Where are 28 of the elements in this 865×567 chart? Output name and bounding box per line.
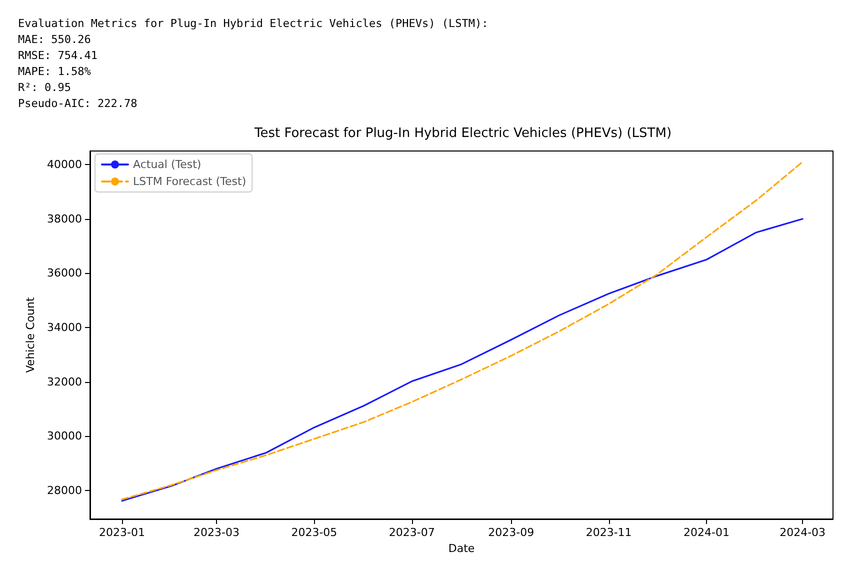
x-tick-label: 2023-09 xyxy=(488,526,534,539)
x-tick-label: 2024-01 xyxy=(684,526,730,539)
x-tick-label: 2023-07 xyxy=(388,526,435,539)
text: Evaluation Metrics for Plug-In Hybrid Electric Vehicles (PHEVs) (LSTM): xyxy=(18,17,488,30)
legend-label: Actual (Test) xyxy=(133,158,202,171)
line-series xyxy=(121,161,804,500)
chart-title: Test Forecast for Plug-In Hybrid Electric Vehicles (PHEVs) (LSTM) xyxy=(253,126,672,141)
text: R²: 0.95 xyxy=(18,81,71,94)
y-tick-label: 28000 xyxy=(47,484,82,497)
y-tick-label: 36000 xyxy=(47,266,82,280)
y-tick-label: 30000 xyxy=(47,430,82,443)
y-axis-title: Vehicle Count xyxy=(24,296,37,373)
x-tick-label: 2023-11 xyxy=(586,526,632,539)
text: MAPE: 1.58% xyxy=(18,65,92,78)
text: MAE: 550.26 xyxy=(18,33,91,46)
y-tick-label: 38000 xyxy=(47,212,82,226)
line-series xyxy=(121,218,804,502)
y-tick-label: 32000 xyxy=(47,375,82,388)
y-tick-label: 34000 xyxy=(47,321,82,334)
x-axis-title: Date xyxy=(448,542,475,555)
x-tick-label: 2023-05 xyxy=(291,526,338,539)
text: RMSE: 754.41 xyxy=(18,49,98,62)
text: Pseudo-AIC: 222.78 xyxy=(18,97,138,110)
y-tick-label: 40000 xyxy=(47,158,82,172)
legend-label: LSTM Forecast (Test) xyxy=(133,175,246,188)
x-tick-label: 2023-03 xyxy=(194,526,240,539)
x-tick-label: 2024-03 xyxy=(780,526,826,539)
x-tick-label: 2023-01 xyxy=(99,526,146,539)
